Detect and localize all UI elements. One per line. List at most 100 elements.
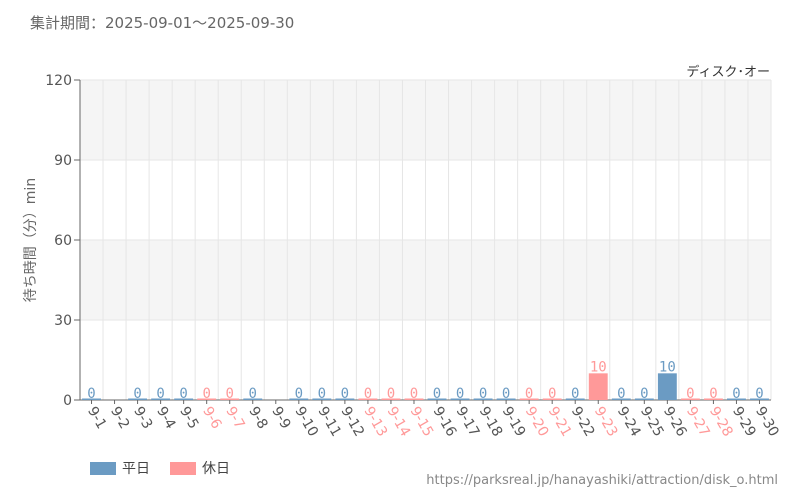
x-tick-label: 9-7 <box>222 404 247 432</box>
y-tick-label: 120 <box>45 73 72 89</box>
bar <box>680 398 700 400</box>
x-tick-label: 9-14 <box>383 404 413 440</box>
bar <box>588 373 608 400</box>
bar <box>82 398 101 400</box>
bar <box>128 398 148 400</box>
bar <box>174 398 194 400</box>
bar <box>381 398 401 400</box>
bar-value-label: 0 <box>479 386 487 402</box>
bar-value-label: 0 <box>709 386 717 402</box>
x-tick-label: 9-11 <box>314 404 344 440</box>
bar-value-label: 0 <box>548 386 556 402</box>
bar-value-label: 0 <box>364 386 372 402</box>
legend-swatch-weekday <box>90 461 116 475</box>
legend-label-holiday: 休日 <box>202 461 230 477</box>
x-tick-label: 9-18 <box>476 404 506 440</box>
bar-value-label: 0 <box>249 386 257 402</box>
legend-swatch-holiday <box>170 461 196 475</box>
x-tick-label: 9-12 <box>337 404 367 440</box>
bar-value-label: 0 <box>571 386 579 402</box>
x-tick-label: 9-24 <box>614 404 644 440</box>
bar-value-label: 0 <box>225 386 233 402</box>
bar-value-label: 0 <box>179 386 187 402</box>
bar <box>289 398 309 400</box>
bar-value-label: 0 <box>87 386 95 402</box>
x-tick-label: 9-22 <box>568 404 598 440</box>
bar-value-label: 0 <box>755 386 763 402</box>
x-tick-label: 9-1 <box>84 404 109 432</box>
bar-chart: 030609012009-19-209-309-409-509-609-709-… <box>45 73 782 440</box>
bar-value-label: 0 <box>456 386 464 402</box>
y-tick-label: 90 <box>54 153 72 169</box>
bar <box>404 398 424 400</box>
x-tick-label: 9-6 <box>199 404 224 432</box>
x-tick-label: 9-16 <box>430 404 460 440</box>
bar-value-label: 0 <box>686 386 694 402</box>
bar-value-label: 0 <box>202 386 210 402</box>
bar <box>542 398 562 400</box>
x-tick-label: 9-13 <box>360 404 390 440</box>
bar <box>611 398 631 400</box>
bar-value-label: 0 <box>617 386 625 402</box>
x-tick-label: 9-30 <box>752 404 782 440</box>
x-tick-label: 9-4 <box>153 404 178 432</box>
y-tick-label: 30 <box>54 313 72 329</box>
x-tick-label: 9-29 <box>729 404 759 440</box>
x-tick-label: 9-25 <box>637 404 667 440</box>
y-tick-label: 0 <box>63 393 72 409</box>
x-tick-label: 9-26 <box>660 404 690 440</box>
bar <box>197 398 217 400</box>
bar-value-label: 0 <box>502 386 510 402</box>
bar <box>220 398 240 400</box>
x-tick-label: 9-20 <box>522 404 552 440</box>
bar <box>243 398 263 400</box>
bar <box>335 398 355 400</box>
bar-value-label: 0 <box>640 386 648 402</box>
legend-item-holiday: 休日 <box>170 458 230 478</box>
bar-value-label: 0 <box>341 386 349 402</box>
bar <box>657 373 677 400</box>
x-tick-label: 9-28 <box>706 404 736 440</box>
source-url: https://parksreal.jp/hanayashiki/attract… <box>426 473 778 488</box>
y-tick-label: 60 <box>54 233 72 249</box>
bar-value-label: 0 <box>433 386 441 402</box>
bar-value-label: 0 <box>133 386 141 402</box>
bar <box>427 398 447 400</box>
bar-value-label: 0 <box>732 386 740 402</box>
bar-value-label: 0 <box>318 386 326 402</box>
bar <box>358 398 378 400</box>
legend-item-weekday: 平日 <box>90 458 150 478</box>
x-tick-label: 9-9 <box>268 404 293 432</box>
x-tick-label: 9-19 <box>499 404 529 440</box>
bar-value-label: 10 <box>590 359 607 375</box>
bar <box>450 398 470 400</box>
bar <box>473 398 493 400</box>
x-tick-label: 9-2 <box>107 404 132 432</box>
x-tick-label: 9-27 <box>683 404 713 440</box>
bar <box>750 398 769 400</box>
x-tick-label: 9-10 <box>291 404 321 440</box>
bar <box>151 398 171 400</box>
bar-value-label: 0 <box>410 386 418 402</box>
bar-value-label: 0 <box>295 386 303 402</box>
legend-label-weekday: 平日 <box>122 461 150 477</box>
x-tick-label: 9-23 <box>591 404 621 440</box>
bar <box>634 398 654 400</box>
x-tick-label: 9-3 <box>130 404 155 432</box>
bar-value-label: 0 <box>525 386 533 402</box>
x-tick-label: 9-21 <box>545 404 575 440</box>
x-tick-label: 9-8 <box>245 404 270 432</box>
x-tick-label: 9-17 <box>453 404 483 440</box>
period-text: 集計期間：2025-09-01～2025-09-30 <box>30 14 295 32</box>
bar-value-label: 0 <box>156 386 164 402</box>
legend: 平日 休日 <box>90 458 250 478</box>
bar <box>565 398 585 400</box>
bar <box>727 398 746 400</box>
bar <box>703 398 723 400</box>
bar <box>312 398 332 400</box>
bar <box>519 398 539 400</box>
bar <box>496 398 516 400</box>
x-tick-label: 9-5 <box>176 404 201 432</box>
chart-title: ディスク･オー <box>686 65 770 80</box>
x-tick-label: 9-15 <box>407 404 437 440</box>
